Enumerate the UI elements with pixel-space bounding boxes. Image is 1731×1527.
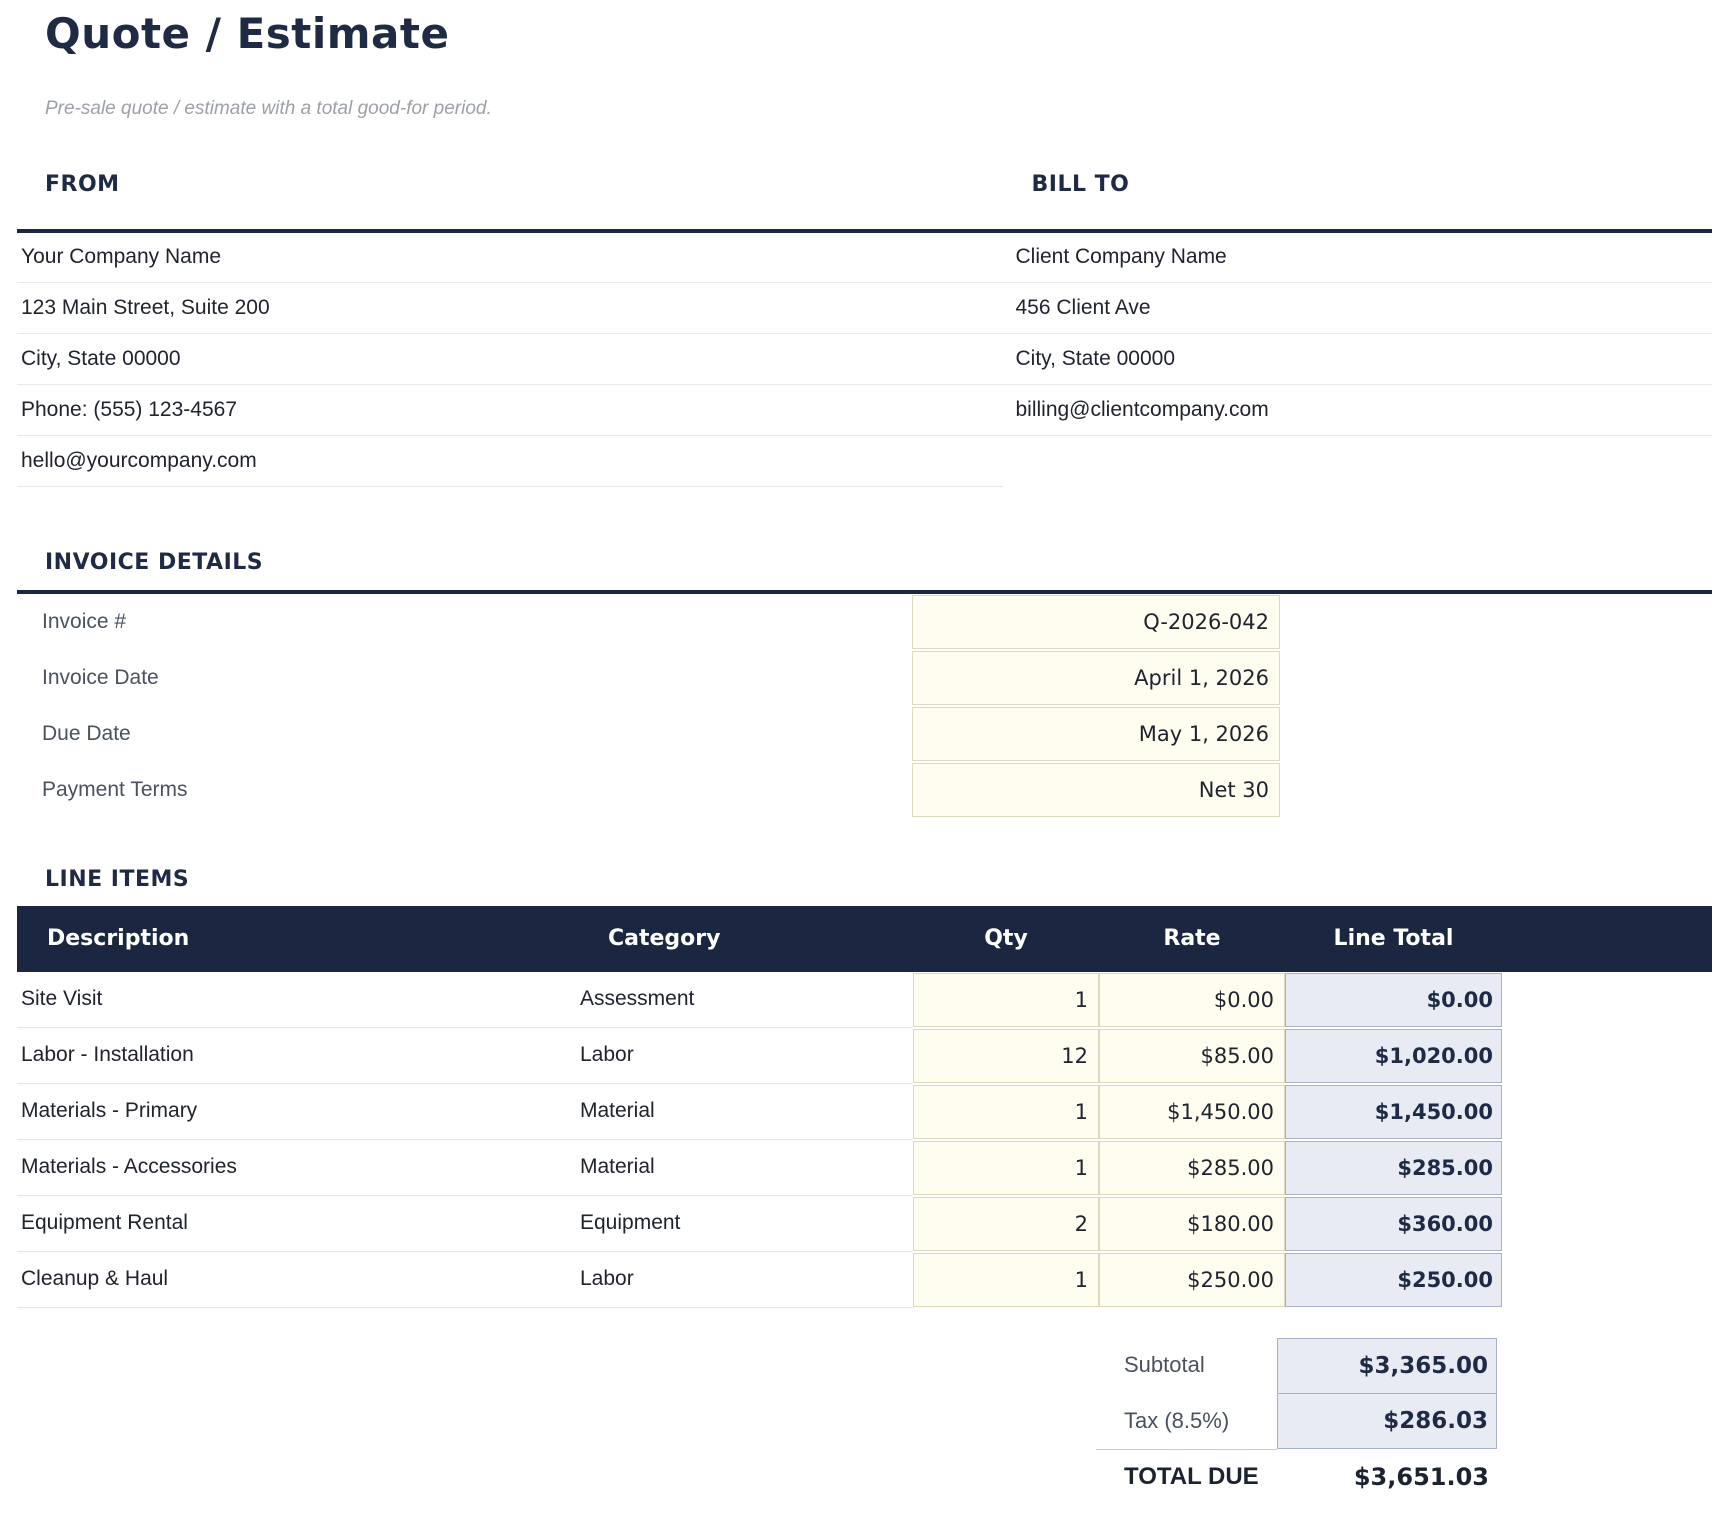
line-item-rate-field[interactable]: $250.00: [1099, 1252, 1285, 1307]
bill-to-email: billing@clientcompany.com: [1003, 384, 1712, 436]
from-email: hello@yourcompany.com: [17, 435, 1004, 487]
invoice-date-label: Invoice Date: [42, 665, 159, 689]
bill-to-company-name: Client Company Name: [1003, 231, 1712, 283]
address-row: Your Company Name Client Company Name: [17, 231, 1712, 283]
address-row: 123 Main Street, Suite 200 456 Client Av…: [17, 282, 1712, 334]
tax-value: $286.03: [1277, 1392, 1497, 1449]
tax-row: Tax (8.5%) $286.03: [17, 1392, 1712, 1449]
due-date-label: Due Date: [42, 721, 131, 745]
invoice-number-field[interactable]: Q-2026-042: [912, 594, 1280, 649]
bill-to-heading: BILL TO: [1003, 172, 1712, 233]
line-item-qty-field[interactable]: 1: [913, 1084, 1099, 1139]
invoice-field-row: Invoice Date April 1, 2026: [17, 650, 1712, 706]
payment-terms-label: Payment Terms: [42, 777, 188, 801]
from-street: 123 Main Street, Suite 200: [17, 282, 1004, 334]
total-due-value: $3,651.03: [1353, 1462, 1489, 1491]
line-item-qty-field[interactable]: 1: [913, 1252, 1099, 1307]
totals-section: Subtotal $3,365.00 Tax (8.5%) $286.03 TO…: [17, 1337, 1712, 1505]
from-phone: Phone: (555) 123-4567: [17, 384, 1004, 436]
address-row: City, State 00000 City, State 00000: [17, 333, 1712, 385]
line-item-rate-field[interactable]: $0.00: [1099, 972, 1285, 1027]
line-item-rate-field[interactable]: $180.00: [1099, 1196, 1285, 1251]
tax-label: Tax (8.5%): [1124, 1407, 1230, 1433]
from-company-name: Your Company Name: [17, 231, 1004, 283]
line-item-total: $360.00: [1285, 1196, 1502, 1251]
total-due-label: TOTAL DUE: [1096, 1448, 1277, 1505]
line-item-description: Labor - Installation: [17, 1028, 578, 1084]
from-heading: FROM: [17, 172, 1004, 233]
invoice-field-row: Due Date May 1, 2026: [17, 706, 1712, 762]
address-row: hello@yourcompany.com: [17, 435, 1712, 487]
address-section: FROM BILL TO Your Company Name Client Co…: [17, 172, 1712, 487]
bill-to-street: 456 Client Ave: [1003, 282, 1712, 334]
invoice-field-row: Payment Terms Net 30: [17, 762, 1712, 818]
line-item-rate-field[interactable]: $285.00: [1099, 1140, 1285, 1195]
col-header-rate: Rate: [1163, 926, 1221, 951]
line-item-rate-field[interactable]: $85.00: [1099, 1028, 1285, 1083]
line-item-category: Assessment: [578, 972, 913, 1028]
address-row: Phone: (555) 123-4567 billing@clientcomp…: [17, 384, 1712, 436]
line-item-qty-field[interactable]: 1: [913, 972, 1099, 1027]
from-city: City, State 00000: [17, 333, 1004, 385]
invoice-number-label: Invoice #: [42, 609, 127, 633]
invoice-details-heading: INVOICE DETAILS: [45, 549, 264, 575]
line-item-row: Equipment Rental Equipment 2 $180.00 $36…: [17, 1196, 1712, 1252]
subtotal-label: Subtotal: [1124, 1352, 1205, 1377]
line-item-description: Cleanup & Haul: [17, 1252, 578, 1308]
bill-to-city: City, State 00000: [1003, 333, 1712, 385]
invoice-details-table: Invoice # Q-2026-042 Invoice Date April …: [17, 589, 1712, 818]
line-items-heading: LINE ITEMS: [45, 866, 190, 892]
payment-terms-field[interactable]: Net 30: [912, 762, 1280, 817]
line-item-description: Site Visit: [17, 972, 578, 1028]
line-item-row: Materials - Primary Material 1 $1,450.00…: [17, 1084, 1712, 1140]
page-title: Quote / Estimate: [45, 9, 450, 58]
line-item-qty-field[interactable]: 12: [913, 1028, 1099, 1083]
line-item-description: Materials - Primary: [17, 1084, 578, 1140]
line-item-row: Cleanup & Haul Labor 1 $250.00 $250.00: [17, 1252, 1712, 1308]
line-item-qty-field[interactable]: 2: [913, 1196, 1099, 1251]
line-item-description: Materials - Accessories: [17, 1140, 578, 1196]
line-item-rate-field[interactable]: $1,450.00: [1099, 1084, 1285, 1139]
invoice-date-field[interactable]: April 1, 2026: [912, 650, 1280, 705]
col-header-description: Description: [47, 926, 190, 951]
col-header-qty: Qty: [984, 926, 1028, 951]
bill-to-empty-cell: [1003, 435, 1712, 486]
line-item-description: Equipment Rental: [17, 1196, 578, 1252]
due-date-field[interactable]: May 1, 2026: [912, 706, 1280, 761]
line-item-row: Site Visit Assessment 1 $0.00 $0.00: [17, 972, 1712, 1028]
line-item-category: Labor: [578, 1252, 913, 1308]
line-item-total: $1,450.00: [1285, 1084, 1502, 1139]
line-item-total: $285.00: [1285, 1140, 1502, 1195]
page-subtitle: Pre-sale quote / estimate with a total g…: [45, 98, 492, 119]
line-items-table: Description Category Qty Rate Line Total…: [17, 905, 1712, 1308]
line-item-qty-field[interactable]: 1: [913, 1140, 1099, 1195]
line-items-header-row: Description Category Qty Rate Line Total: [17, 905, 1712, 972]
line-item-total: $0.00: [1285, 972, 1502, 1027]
line-item-category: Labor: [578, 1028, 913, 1084]
line-item-total: $1,020.00: [1285, 1028, 1502, 1083]
invoice-field-row: Invoice # Q-2026-042: [17, 594, 1712, 650]
col-header-category: Category: [608, 926, 721, 951]
line-item-category: Material: [578, 1140, 913, 1196]
line-item-total: $250.00: [1285, 1252, 1502, 1307]
line-item-category: Material: [578, 1084, 913, 1140]
subtotal-row: Subtotal $3,365.00: [17, 1337, 1712, 1393]
line-item-row: Labor - Installation Labor 12 $85.00 $1,…: [17, 1028, 1712, 1084]
col-header-line-total: Line Total: [1333, 926, 1454, 951]
subtotal-value: $3,365.00: [1277, 1337, 1497, 1393]
line-item-row: Materials - Accessories Material 1 $285.…: [17, 1140, 1712, 1196]
total-due-row: TOTAL DUE $3,651.03: [17, 1448, 1712, 1505]
line-item-category: Equipment: [578, 1196, 913, 1252]
